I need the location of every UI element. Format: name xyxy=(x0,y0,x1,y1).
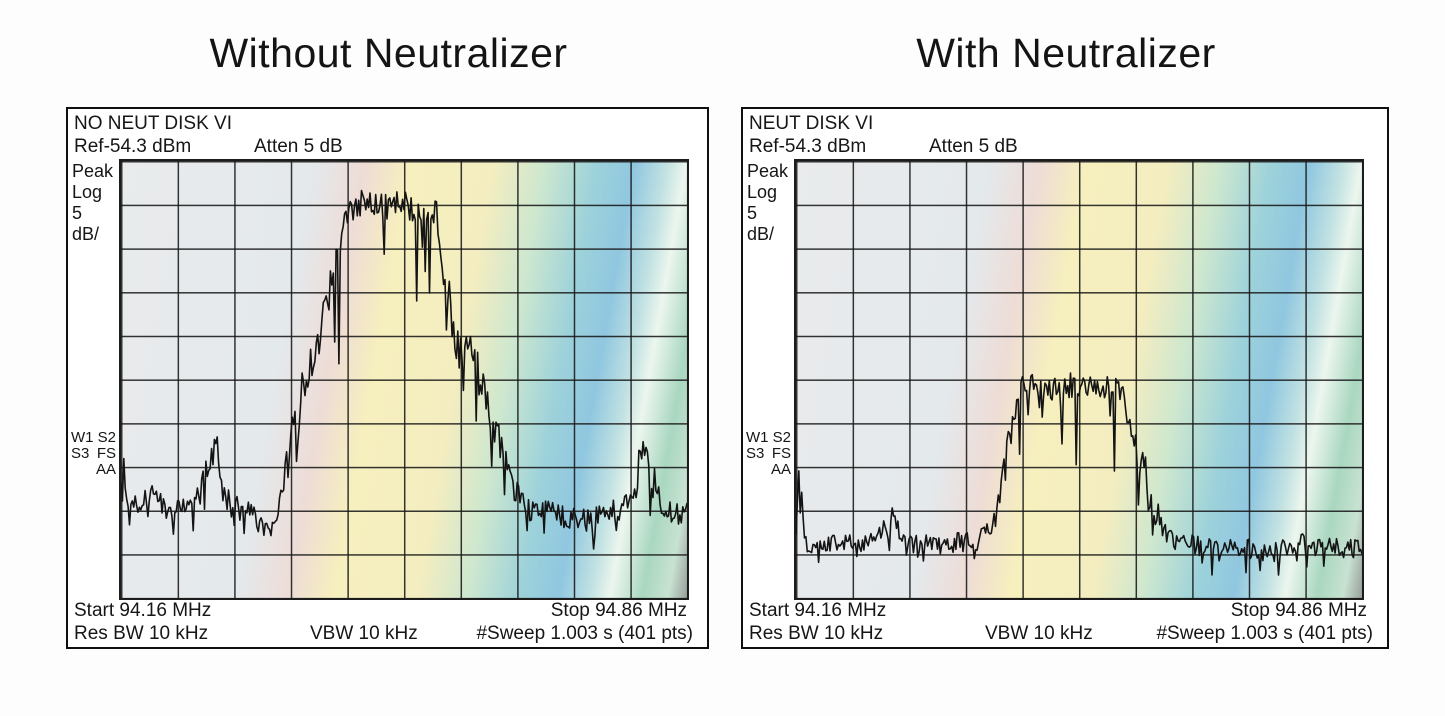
flag-s2: S2 xyxy=(97,429,116,446)
flag-s3: S3 xyxy=(746,445,765,462)
stop-frequency-label: Stop 94.86 MHz xyxy=(550,600,687,621)
flag-aa: AA xyxy=(95,461,116,478)
screen-label: NEUT DISK VI xyxy=(749,113,874,134)
sweep-label: #Sweep 1.003 s (401 pts) xyxy=(1156,623,1373,644)
trace-flags: W1 S2 S3 FS AA xyxy=(746,430,791,478)
trace-flags: W1 S2 S3 FS AA xyxy=(71,430,116,478)
flag-s2: S2 xyxy=(772,429,791,446)
flag-fs: FS xyxy=(96,445,116,462)
flag-w1: W1 xyxy=(71,429,94,446)
scale-unit-label: dB/ xyxy=(72,224,100,244)
start-frequency-label: Start 94.16 MHz xyxy=(74,600,212,621)
spectrum-plot-grid xyxy=(794,159,1364,600)
res-bw-label: Res BW 10 kHz xyxy=(74,623,209,644)
ref-level-label: Ref-54.3 dBm xyxy=(74,136,192,157)
detector-label: Peak xyxy=(747,161,789,181)
atten-label: Atten 5 dB xyxy=(254,136,343,157)
scale-type-label: Log xyxy=(747,182,778,202)
left-figure-title: Without Neutralizer xyxy=(209,30,568,76)
flag-s3: S3 xyxy=(71,445,90,462)
signal-trace xyxy=(121,189,687,550)
screen-label: NO NEUT DISK VI xyxy=(74,113,233,134)
flag-w1: W1 xyxy=(746,429,769,446)
spectrum-display-with-neutralizer: NEUT DISK VI Ref-54.3 dBm Atten 5 dB Pea… xyxy=(741,107,1389,649)
spectrum-display-without-neutralizer: NO NEUT DISK VI Ref-54.3 dBm Atten 5 dB … xyxy=(66,107,709,649)
start-frequency-label: Start 94.16 MHz xyxy=(749,600,887,621)
scale-step-label: 5 xyxy=(747,203,758,223)
scale-type-label: Log xyxy=(72,182,103,202)
flag-aa: AA xyxy=(770,461,791,478)
vbw-label: VBW 10 kHz xyxy=(310,623,418,644)
flag-fs: FS xyxy=(771,445,791,462)
detector-label: Peak xyxy=(72,161,114,181)
signal-trace xyxy=(796,372,1362,576)
vbw-label: VBW 10 kHz xyxy=(985,623,1093,644)
stop-frequency-label: Stop 94.86 MHz xyxy=(1230,600,1367,621)
ref-level-label: Ref-54.3 dBm xyxy=(749,136,867,157)
res-bw-label: Res BW 10 kHz xyxy=(749,623,884,644)
amplitude-scale-labels: Peak Log 5 dB/ xyxy=(747,161,788,245)
signal-trace-polyline xyxy=(796,372,1362,576)
amplitude-scale-labels: Peak Log 5 dB/ xyxy=(72,161,113,245)
sweep-label: #Sweep 1.003 s (401 pts) xyxy=(476,623,693,644)
right-figure-title: With Neutralizer xyxy=(916,30,1216,76)
signal-trace-polyline xyxy=(121,189,687,550)
scale-step-label: 5 xyxy=(72,203,83,223)
scale-unit-label: dB/ xyxy=(747,224,775,244)
spectrum-plot-grid xyxy=(119,159,689,600)
atten-label: Atten 5 dB xyxy=(929,136,1018,157)
